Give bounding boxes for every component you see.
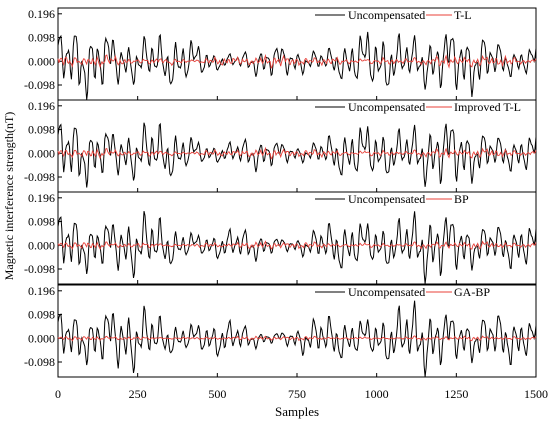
y-tick-label: 0.196 [28,7,55,21]
y-tick-label: 0.196 [28,284,55,298]
x-tick-label: 500 [208,387,226,401]
y-tick-label: 0.000 [28,54,55,68]
legend-label-compensated: Improved T-L [454,100,521,114]
y-tick-label: 0.098 [28,308,55,322]
legend-label-compensated: T-L [454,8,472,22]
y-tick-label: -0.098 [24,262,55,276]
x-tick-label: 0 [55,387,61,401]
y-tick-label: 0.196 [28,99,55,113]
y-tick-label: 0.000 [28,331,55,345]
x-tick-label: 1000 [365,387,389,401]
x-tick-label: 750 [288,387,306,401]
y-tick-label: -0.098 [24,170,55,184]
legend-label-uncompensated: Uncompensated [348,8,425,22]
y-tick-label: 0.196 [28,191,55,205]
y-tick-label: 0.000 [28,238,55,252]
series-compensated-line [57,53,537,70]
legend-label-uncompensated: Uncompensated [348,285,425,299]
y-tick-label: 0.098 [28,215,55,229]
x-tick-label: 250 [129,387,147,401]
panel-3: -0.098 0.000 0.098 0.196 Uncompensated BP [24,191,537,285]
series-compensated-line [57,335,537,342]
x-tick-label: 1250 [444,387,468,401]
y-axis-label: Magnetic interference strength(nT) [2,112,16,281]
legend-label-compensated: GA-BP [454,285,490,299]
series-compensated-line [57,240,537,250]
y-tick-label: 0.000 [28,146,55,160]
y-tick-label: 0.098 [28,123,55,137]
panel-4: -0.098 0.000 0.098 0.196 Uncompensated GA-BP [24,284,537,378]
x-axis-label: Samples [275,404,319,419]
y-tick-label: 0.098 [28,31,55,45]
y-tick-label: -0.098 [24,355,55,369]
legend-label-compensated: BP [454,192,469,206]
y-tick-label: -0.098 [24,78,55,92]
x-tick-label: 1500 [524,387,548,401]
series-compensated-line [57,146,537,160]
legend-label-uncompensated: Uncompensated [348,192,425,206]
panel-1: -0.098 0.000 0.098 0.196 Uncompensated T-L [24,7,537,101]
legend-label-uncompensated: Uncompensated [348,100,425,114]
